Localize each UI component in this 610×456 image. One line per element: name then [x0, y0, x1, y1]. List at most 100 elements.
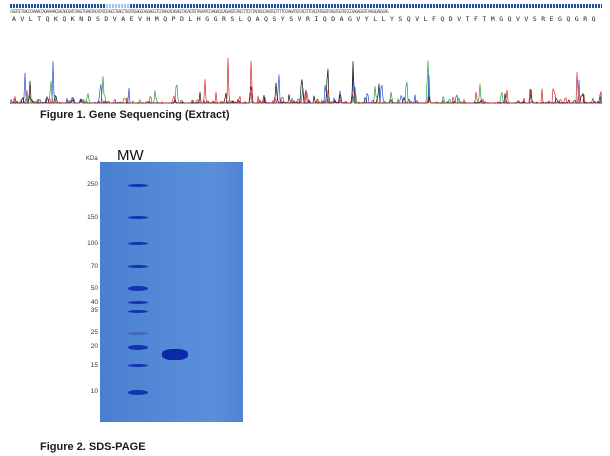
- amino-acid-letter: H: [196, 15, 201, 23]
- amino-acid-letter: A: [255, 15, 260, 23]
- amino-acid-letter: D: [448, 15, 453, 23]
- amino-acid-letter: V: [356, 15, 361, 23]
- amino-acid-letter: E: [129, 15, 134, 23]
- amino-acid-letter: S: [272, 15, 277, 23]
- amino-acid-letter: V: [516, 15, 520, 23]
- amino-acid-letter: L: [373, 15, 378, 23]
- chromatogram-trace: [10, 57, 602, 104]
- amino-acid-letter: R: [541, 15, 546, 23]
- amino-acid-letter: Q: [163, 15, 168, 23]
- amino-acid-letter: V: [524, 15, 529, 23]
- amino-acid-letter: G: [499, 15, 504, 23]
- amino-acid-letter: I: [314, 15, 319, 23]
- amino-acid-letter: F: [432, 15, 436, 23]
- figure1-caption: Figure 1. Gene Sequencing (Extract): [40, 109, 230, 121]
- amino-acid-letter: P: [171, 15, 176, 23]
- amino-acid-letter: M: [490, 15, 495, 23]
- amino-acid-letter: K: [54, 15, 58, 23]
- mw-tick-label: 70: [90, 262, 98, 270]
- trace-line: [10, 57, 602, 104]
- amino-acid-letter: M: [154, 15, 159, 23]
- amino-acid-letter: V: [138, 15, 142, 23]
- mw-tick-label: 10: [90, 388, 98, 395]
- mw-tick-label: 40: [90, 298, 98, 306]
- amino-acid-letter: G: [574, 15, 579, 23]
- amino-acid-letter: H: [146, 15, 151, 23]
- sample-band: [162, 348, 188, 360]
- amino-acid-letter: S: [96, 15, 100, 23]
- amino-acid-letter: Y: [280, 15, 285, 23]
- kda-unit-label: KDa: [86, 156, 98, 162]
- mw-tick-label: 15: [90, 361, 98, 369]
- amino-acid-letter: L: [423, 15, 428, 23]
- amino-acid-letter: D: [87, 15, 92, 23]
- amino-acid-letter: T: [482, 15, 487, 23]
- marker-band: [128, 242, 148, 246]
- sds-page-figure: KDa MW 250 150 100 70 50 40 35 25 20 15 10: [80, 146, 250, 428]
- figure2-caption: Figure 2. SDS-PAGE: [40, 441, 146, 453]
- amino-acid-letter: L: [381, 15, 386, 23]
- amino-acid-letter: G: [558, 15, 562, 23]
- marker-band: [128, 216, 148, 220]
- amino-acid-letter: E: [549, 15, 554, 23]
- amino-acid-letter: N: [79, 15, 84, 23]
- amino-acid-letter: V: [457, 15, 462, 23]
- trace-line: [10, 61, 602, 104]
- marker-band: [128, 389, 148, 395]
- amino-acid-letter: L: [238, 15, 243, 23]
- amino-acid-letter: G: [348, 15, 352, 23]
- mw-tick-label: 20: [90, 343, 98, 351]
- amino-acid-letter: R: [306, 15, 310, 23]
- trace-line: [10, 61, 602, 104]
- amino-acid-letter: Q: [62, 15, 67, 23]
- marker-band: [128, 364, 148, 368]
- amino-acid-letter: R: [222, 15, 226, 23]
- amino-acid-letter: V: [415, 15, 420, 23]
- amino-acid-letter: R: [583, 15, 588, 23]
- amino-acid-letter: L: [28, 15, 33, 23]
- amino-acid-letter: G: [213, 15, 218, 23]
- amino-acid-letter: D: [331, 15, 336, 23]
- amino-acid-letter: L: [188, 15, 193, 23]
- marker-band: [128, 344, 148, 350]
- marker-band: [128, 183, 148, 187]
- amino-acid-letter: Q: [507, 15, 512, 23]
- mw-tick-label: 250: [87, 181, 98, 188]
- amino-acid-letter: Y: [364, 15, 369, 23]
- amino-acid-letter: F: [474, 15, 478, 23]
- amino-acid-letter: G: [205, 15, 210, 23]
- sequencing-chromatogram: CAGTGCTGACCCAAAACCAGAAAAACGACAGCGATGTAGC…: [10, 4, 602, 104]
- amino-acid-letter: Q: [406, 15, 411, 23]
- amino-acid-letter: S: [532, 15, 537, 23]
- amino-acid-letter: V: [297, 15, 302, 23]
- amino-acid-letter: V: [20, 15, 25, 23]
- amino-acid-letter: S: [289, 15, 294, 23]
- amino-acid-letter: A: [339, 15, 344, 23]
- marker-band: [128, 286, 148, 291]
- mw-tick-label: 25: [90, 329, 98, 337]
- marker-band: [128, 331, 148, 335]
- marker-band: [128, 265, 148, 269]
- quality-bar: [10, 4, 602, 8]
- amino-acid-letter: Q: [566, 15, 571, 23]
- amino-acid-letter: D: [180, 15, 184, 23]
- mw-tick-label: 35: [90, 307, 98, 315]
- amino-acid-letter: Q: [264, 15, 268, 23]
- amino-acid-letter: K: [70, 15, 75, 23]
- amino-acid-letter: Q: [247, 15, 252, 23]
- gel-image: [100, 162, 243, 422]
- amino-acid-letter: Y: [390, 15, 394, 23]
- amino-acid-letter: Q: [45, 15, 50, 23]
- amino-acid-letter: A: [12, 15, 16, 23]
- amino-acid-letter: V: [112, 15, 117, 23]
- amino-acid-letter: S: [398, 15, 403, 23]
- amino-acid-letter: A: [121, 15, 126, 23]
- amino-acid-letter: Q: [322, 15, 327, 23]
- amino-acid-letter: T: [465, 15, 470, 23]
- amino-acid-letter: T: [37, 15, 42, 23]
- mw-lane-label: MW: [117, 147, 144, 164]
- amino-acid-letter: D: [104, 15, 109, 23]
- marker-band: [128, 301, 148, 305]
- amino-acid-letter: Q: [591, 15, 596, 23]
